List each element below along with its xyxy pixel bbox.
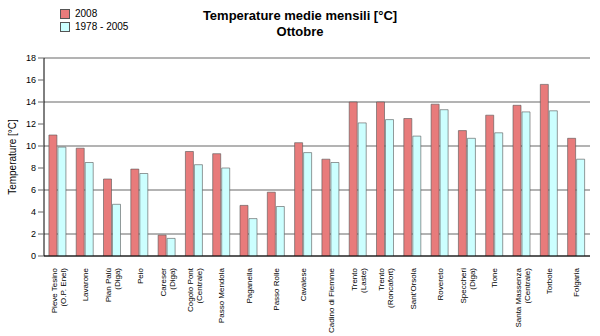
svg-text:2: 2 — [31, 229, 36, 239]
html-text:Ottobre: Ottobre — [276, 24, 324, 39]
svg-text:Torbole: Torbole — [545, 267, 554, 294]
svg-text:16: 16 — [26, 75, 36, 85]
svg-text:Tione: Tione — [490, 267, 499, 287]
svg-text:Peio: Peio — [136, 267, 145, 284]
svg-text:14: 14 — [26, 97, 36, 107]
svg-text:Trento(Roncafort): Trento(Roncafort) — [377, 267, 395, 308]
svg-text:Trento(Laste): Trento(Laste) — [350, 267, 368, 292]
svg-text:4: 4 — [31, 207, 36, 217]
svg-text:Cadino di Fiemme: Cadino di Fiemme — [327, 267, 336, 332]
svg-text:Rovereto: Rovereto — [436, 267, 445, 300]
svg-text:10: 10 — [26, 141, 36, 151]
svg-text:Santa Massenza(Centrale): Santa Massenza(Centrale) — [514, 267, 532, 327]
svg-text:Pieve Tesino(O.P. Enel): Pieve Tesino(O.P. Enel) — [50, 267, 68, 313]
svg-text:Sant'Orsola: Sant'Orsola — [409, 267, 418, 309]
svg-text:Folgaria: Folgaria — [572, 267, 581, 296]
svg-text:18: 18 — [26, 53, 36, 63]
svg-text:8: 8 — [31, 163, 36, 173]
svg-text:Temperature [°C]: Temperature [°C] — [8, 119, 18, 195]
svg-text:Cavalese: Cavalese — [299, 267, 308, 301]
svg-text:Cogolo Pont(Centrale): Cogolo Pont(Centrale) — [186, 267, 204, 312]
svg-text:Speccheri(Diga): Speccheri(Diga) — [459, 268, 477, 304]
html-text:2008: 2008 — [75, 8, 98, 19]
svg-text:12: 12 — [26, 119, 36, 129]
svg-text:Passo Mendola: Passo Mendola — [217, 267, 226, 323]
svg-text:Paganella: Paganella — [245, 267, 254, 303]
html-text:Temperature medie mensili [°C]: Temperature medie mensili [°C] — [202, 8, 398, 23]
svg-text:6: 6 — [31, 185, 36, 195]
svg-text:Pian Palù(Diga): Pian Palù(Diga) — [104, 268, 122, 303]
svg-text:Passo Rolle: Passo Rolle — [272, 267, 281, 310]
html-text:1978 - 2005: 1978 - 2005 — [75, 21, 129, 32]
svg-text:0: 0 — [31, 251, 36, 261]
svg-text:Careser(Diga): Careser(Diga) — [159, 268, 177, 297]
svg-text:Lavarone: Lavarone — [81, 267, 90, 301]
